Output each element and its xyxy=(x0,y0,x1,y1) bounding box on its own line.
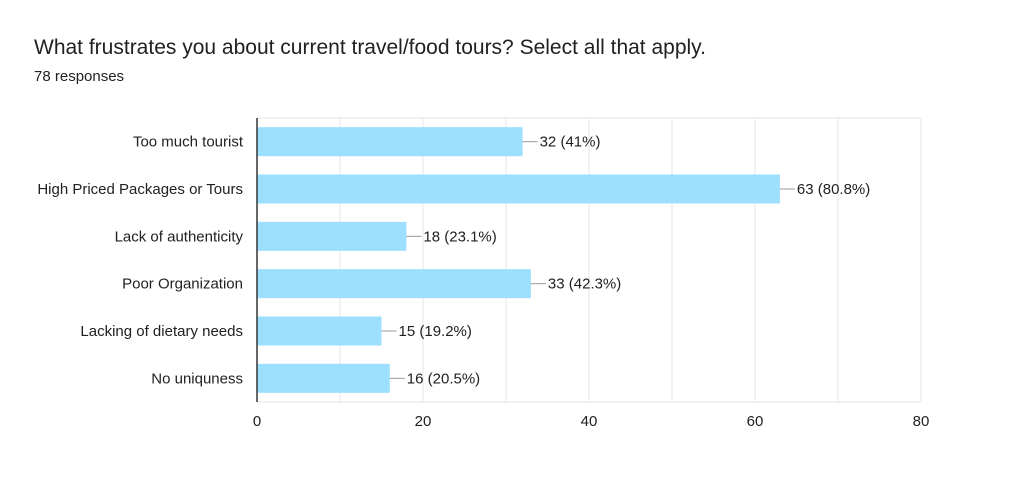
response-count: 78 responses xyxy=(34,68,125,85)
category-label: Lacking of dietary needs xyxy=(80,323,243,340)
data-label: 33 (42.3%) xyxy=(548,276,621,293)
data-label: 15 (19.2%) xyxy=(399,323,472,340)
data-label: 16 (20.5%) xyxy=(407,370,480,387)
data-label: 18 (23.1%) xyxy=(423,228,496,245)
category-label: Poor Organization xyxy=(122,276,243,293)
x-tick-label: 40 xyxy=(581,413,598,430)
x-tick-label: 20 xyxy=(415,413,432,430)
x-tick-label: 0 xyxy=(253,413,261,430)
bar[interactable] xyxy=(257,363,390,393)
category-label: High Priced Packages or Tours xyxy=(37,181,243,198)
data-labels: 32 (41%) 63 (80.8%) 18 (23.1%) 33 (42.3%) 15… xyxy=(381,134,870,387)
category-label: Too much tourist xyxy=(133,134,244,151)
bar[interactable] xyxy=(257,269,531,299)
bar[interactable] xyxy=(257,221,407,251)
category-label: No uniquness xyxy=(151,370,243,387)
x-tick-label: 60 xyxy=(747,413,764,430)
question-title: What frustrates you about current travel… xyxy=(34,36,706,59)
data-label: 32 (41%) xyxy=(540,134,601,151)
bars xyxy=(257,127,780,393)
bar[interactable] xyxy=(257,316,382,346)
x-tick-label: 80 xyxy=(913,413,930,430)
data-label: 63 (80.8%) xyxy=(797,181,870,198)
category-labels: Too much tourist High Priced Packages or … xyxy=(37,134,244,388)
bar[interactable] xyxy=(257,127,523,157)
grid-lines xyxy=(257,117,922,403)
category-label: Lack of authenticity xyxy=(115,228,244,245)
x-axis-ticks: 0 20 40 60 80 xyxy=(253,413,930,430)
bar[interactable] xyxy=(257,174,780,204)
